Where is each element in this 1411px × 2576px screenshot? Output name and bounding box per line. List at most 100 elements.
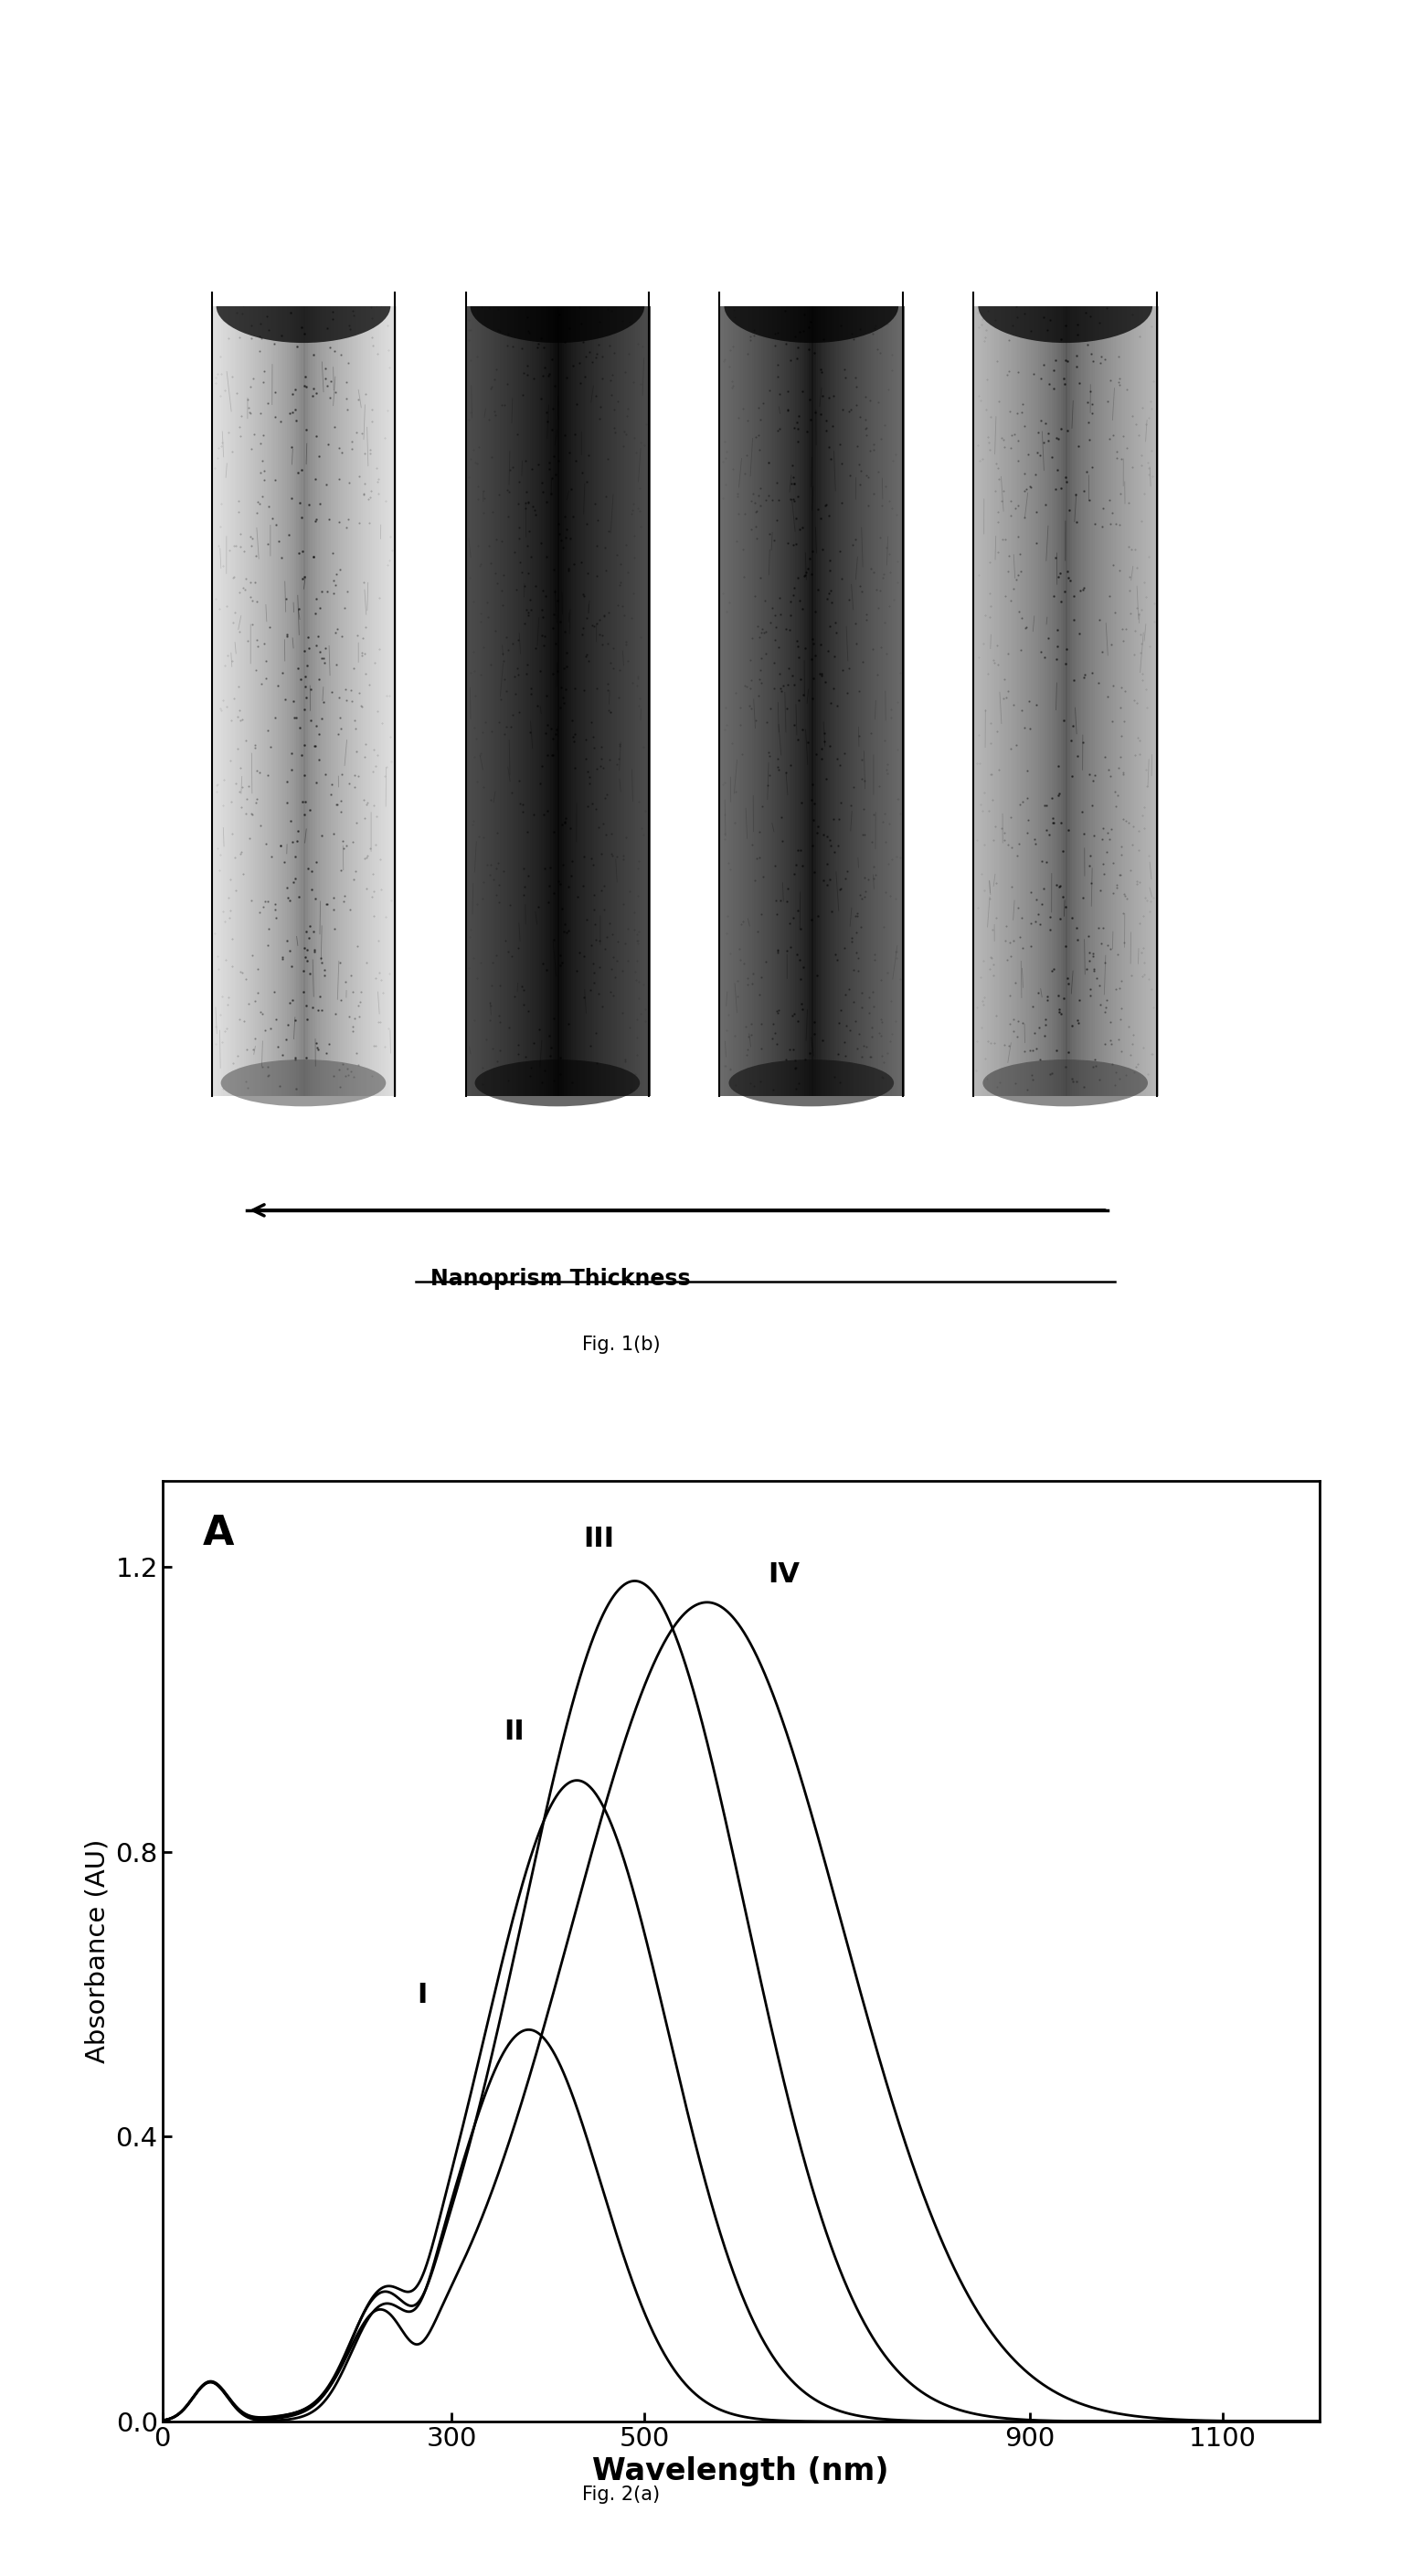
Bar (562, 294, 566, 1097)
Bar (474, 294, 478, 1097)
Bar (343, 294, 346, 1097)
Bar (880, 294, 883, 1097)
Bar (631, 294, 635, 1097)
Bar (645, 294, 648, 1097)
Bar (858, 294, 861, 1097)
Bar (772, 294, 776, 1097)
Bar (214, 294, 217, 1097)
Bar (635, 294, 639, 1097)
Bar (756, 294, 761, 1097)
Bar (722, 294, 725, 1097)
Bar (528, 294, 532, 1097)
Bar (512, 294, 515, 1097)
Bar (325, 294, 327, 1097)
Bar (796, 294, 799, 1097)
Bar (326, 294, 330, 1097)
Bar (801, 294, 806, 1097)
Bar (642, 294, 646, 1097)
Bar (779, 294, 783, 1097)
Bar (313, 294, 316, 1097)
Bar (610, 294, 614, 1097)
Bar (1044, 294, 1048, 1097)
Ellipse shape (982, 1059, 1149, 1108)
Bar (1036, 294, 1038, 1097)
Bar (745, 294, 748, 1097)
Bar (257, 294, 261, 1097)
Bar (531, 294, 533, 1097)
Bar (804, 294, 809, 1097)
Bar (363, 294, 367, 1097)
Bar (862, 294, 865, 1097)
Bar (488, 294, 492, 1097)
Bar (1139, 294, 1143, 1097)
Bar (731, 294, 735, 1097)
Bar (878, 294, 882, 1097)
Bar (848, 294, 852, 1097)
Bar (1047, 294, 1051, 1097)
Bar (481, 294, 485, 1097)
Bar (480, 294, 483, 1097)
Bar (388, 294, 392, 1097)
Bar (598, 294, 602, 1097)
Bar (1081, 294, 1085, 1097)
Bar (507, 294, 511, 1097)
Bar (989, 294, 993, 1097)
Bar (523, 294, 526, 1097)
Bar (785, 294, 787, 1097)
Bar (615, 294, 618, 1097)
Bar (1003, 294, 1007, 1097)
Bar (974, 294, 978, 1097)
Bar (579, 294, 581, 1097)
Bar (549, 294, 552, 1097)
Bar (967, 227, 1164, 307)
Bar (354, 294, 357, 1097)
Bar (981, 294, 983, 1097)
Bar (499, 294, 504, 1097)
Text: IV: IV (768, 1561, 800, 1587)
Bar (899, 294, 902, 1097)
Bar (293, 294, 298, 1097)
Bar (337, 294, 341, 1097)
Bar (367, 294, 371, 1097)
Bar (728, 294, 732, 1097)
Bar (864, 294, 868, 1097)
Bar (564, 294, 567, 1097)
Bar (976, 294, 979, 1097)
Bar (1125, 294, 1129, 1097)
Bar (516, 294, 519, 1097)
Bar (1075, 294, 1078, 1097)
Text: Fig. 1(b): Fig. 1(b) (581, 1334, 660, 1352)
Bar (1077, 294, 1081, 1097)
Bar (763, 294, 768, 1097)
Bar (238, 294, 243, 1097)
Bar (634, 294, 636, 1097)
Bar (1031, 294, 1034, 1097)
Bar (370, 294, 374, 1097)
Ellipse shape (724, 270, 899, 343)
Bar (216, 294, 220, 1097)
Bar (818, 294, 821, 1097)
Bar (539, 294, 543, 1097)
Bar (816, 294, 820, 1097)
Bar (234, 294, 238, 1097)
Bar (597, 294, 600, 1097)
Bar (1029, 294, 1033, 1097)
Bar (604, 294, 607, 1097)
Bar (761, 294, 765, 1097)
Text: Nanoprism Thickness: Nanoprism Thickness (430, 1267, 690, 1291)
Bar (1010, 294, 1015, 1097)
Bar (617, 294, 621, 1097)
Bar (888, 294, 890, 1097)
Bar (1026, 294, 1030, 1097)
Bar (1116, 294, 1119, 1097)
Bar (1123, 294, 1126, 1097)
Ellipse shape (474, 1059, 639, 1108)
Bar (992, 294, 996, 1097)
Bar (742, 294, 746, 1097)
Bar (608, 294, 611, 1097)
Bar (281, 294, 284, 1097)
Bar (1150, 294, 1154, 1097)
Bar (1153, 294, 1156, 1097)
Bar (380, 294, 382, 1097)
Bar (866, 294, 871, 1097)
